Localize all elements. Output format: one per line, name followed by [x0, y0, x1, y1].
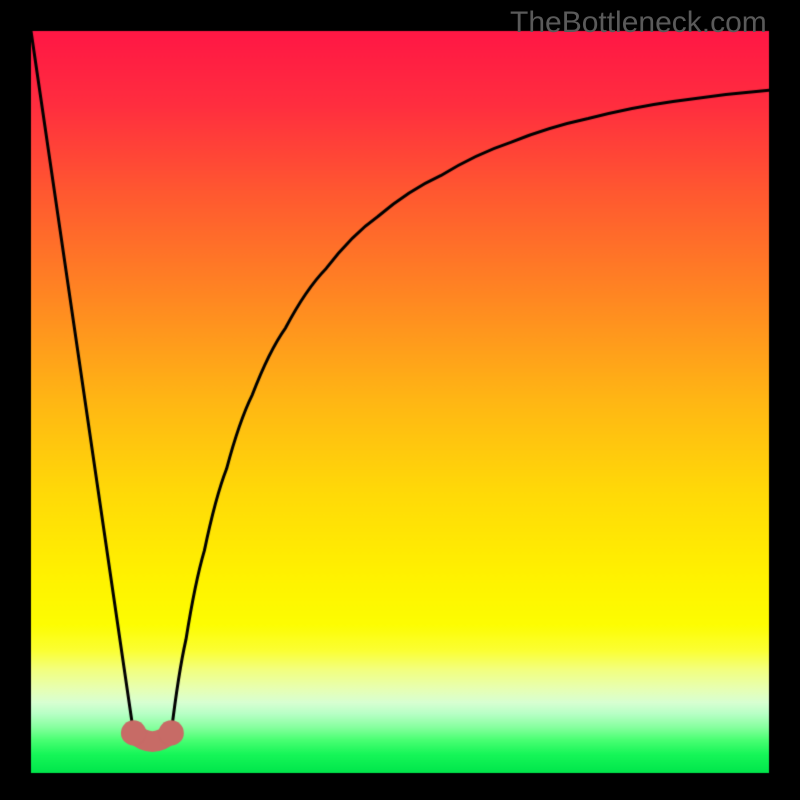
bottleneck-curve-chart: [0, 0, 800, 800]
chart-container: TheBottleneck.com: [0, 0, 800, 800]
watermark-text: TheBottleneck.com: [510, 6, 767, 40]
